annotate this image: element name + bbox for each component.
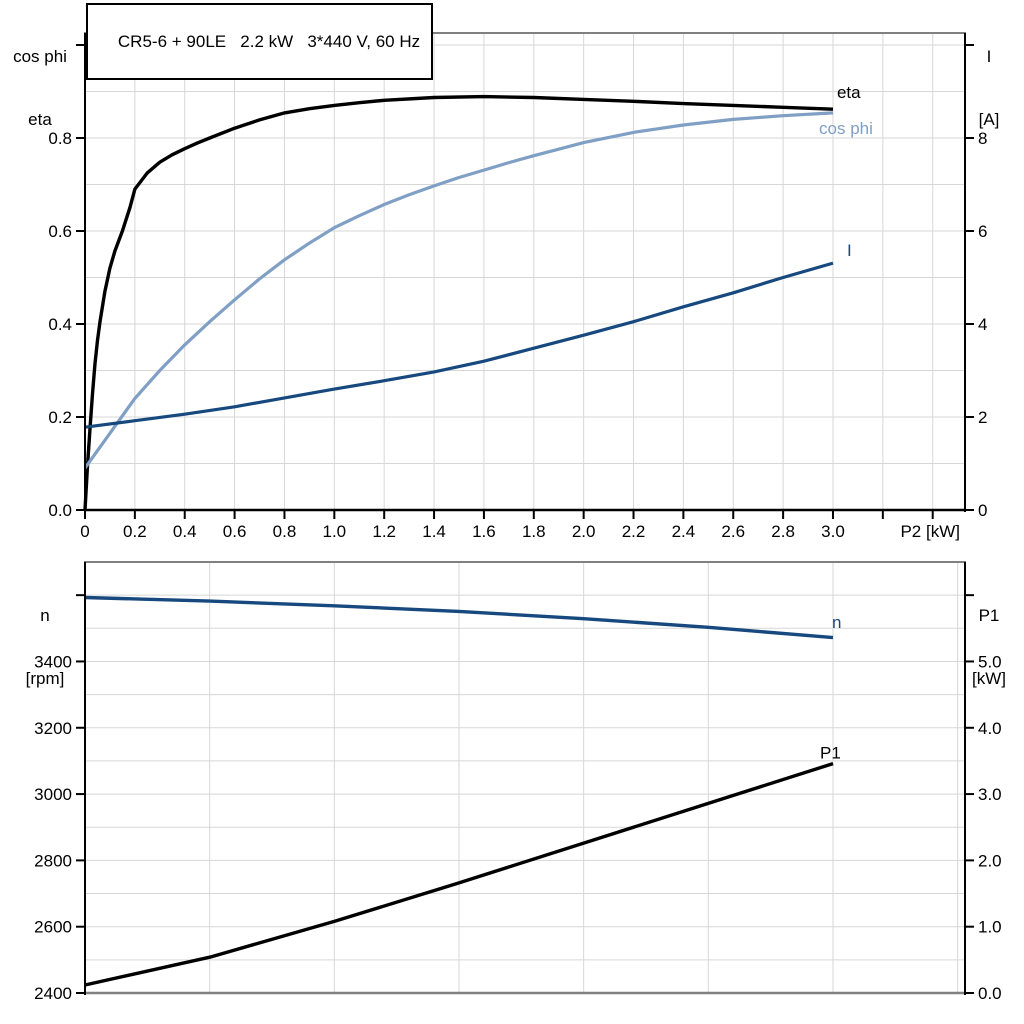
y-left-tick-label: 0.8	[48, 129, 72, 148]
y-right-tick-label: 8	[978, 129, 987, 148]
axis-title-p1-unit: [kW]	[972, 669, 1006, 688]
curve-eta	[83, 94, 834, 511]
x-tick-label: 1.8	[522, 522, 546, 541]
x-tick-label: 2.4	[672, 522, 696, 541]
chart-top: 0.0 0.2 0.4 0.6 0.8 0 2 4 6 8 0 0.2 0.4 0.6 0.8 1.0 1.2 1…	[48, 32, 987, 541]
y-left-tick-label: 2800	[34, 851, 72, 870]
y-left-tick-label: 3400	[34, 652, 72, 671]
bottom-left-axis-title: n [rpm]	[7, 563, 83, 731]
x-tick-label: 2.8	[771, 522, 795, 541]
y-left-tick-label: 2400	[34, 984, 72, 1003]
y-left-tick-label: 0.0	[48, 501, 72, 520]
top-left-axis-title: cos phi eta	[2, 4, 78, 172]
x-tick-label: 2.6	[721, 522, 745, 541]
x-tick-label: 0.8	[273, 522, 297, 541]
axis-title-current: I	[986, 47, 992, 66]
x-tick-label: 1.4	[422, 522, 446, 541]
axis-title-eta: eta	[28, 110, 52, 129]
x-axis-caption: P2 [kW]	[900, 522, 960, 541]
grid-group	[85, 33, 965, 510]
curve-label-I: I	[847, 241, 852, 260]
chart-bottom: 2400 2600 2800 3000 3200 3400 0.0 1.0 2.0 3.0 4.0 5…	[34, 561, 1002, 1003]
curve-label-eta: eta	[837, 83, 861, 102]
y-right-tick-label: 3.0	[978, 785, 1002, 804]
grid-group	[85, 562, 965, 993]
y-right-tick-label: 2	[978, 408, 987, 427]
curve-I	[84, 261, 834, 429]
y-right-tick-label: 6	[978, 222, 987, 241]
x-tick-label: 0.4	[173, 522, 197, 541]
curve-P1	[84, 761, 834, 987]
top-right-axis-title: I [A]	[951, 4, 1024, 172]
y-right-tick-label: 2.0	[978, 851, 1002, 870]
y-right-tick-label: 1.0	[978, 918, 1002, 937]
x-tick-label: 0	[80, 522, 89, 541]
curve-cos-phi	[83, 111, 834, 470]
curve-label-cos-phi: cos phi	[819, 119, 873, 138]
curve-label-P1: P1	[820, 743, 841, 762]
x-tick-label: 2.2	[622, 522, 646, 541]
x-tick-label: 1.2	[372, 522, 396, 541]
curve-n	[84, 595, 834, 640]
y-right-tick-label: 0	[978, 501, 987, 520]
x-tick-label: 1.0	[323, 522, 347, 541]
chart-title-box: CR5-6 + 90LE 2.2 kW 3*440 V, 60 Hz	[86, 3, 434, 80]
tick-marks	[76, 43, 974, 519]
y-left-tick-label: 3000	[34, 785, 72, 804]
x-tick-label: 0.6	[223, 522, 247, 541]
y-left-tick-label: 3200	[34, 719, 72, 738]
axis-title-speed: n	[40, 606, 50, 625]
axis-title-cos-phi: cos phi	[13, 47, 67, 66]
y-right-tick-label: 0.0	[978, 984, 1002, 1003]
bottom-right-axis-title: P1 [kW]	[951, 563, 1024, 731]
x-tick-label: 2.0	[572, 522, 596, 541]
x-tick-label: 1.6	[472, 522, 496, 541]
axis-title-current-unit: [A]	[978, 110, 1000, 129]
tick-labels: 0.0 0.2 0.4 0.6 0.8 0 2 4 6 8 0 0.2 0.4 0.6 0.8 1.0 1.2 1…	[48, 129, 987, 541]
x-tick-label: 0.2	[123, 522, 147, 541]
curve-label-n: n	[832, 613, 841, 632]
y-left-tick-label: 0.4	[48, 315, 72, 334]
y-right-tick-label: 4	[978, 315, 987, 334]
tick-marks	[76, 594, 974, 994]
y-left-tick-label: 0.6	[48, 222, 72, 241]
axis-title-p1: P1	[978, 606, 1000, 625]
y-right-tick-label: 4.0	[978, 719, 1002, 738]
chart-title: CR5-6 + 90LE 2.2 kW 3*440 V, 60 Hz	[117, 32, 421, 51]
y-left-tick-label: 2600	[34, 918, 72, 937]
y-right-tick-label: 5.0	[978, 652, 1002, 671]
axis-title-speed-unit: [rpm]	[25, 669, 65, 688]
y-left-tick-label: 0.2	[48, 408, 72, 427]
tick-labels: 2400 2600 2800 3000 3200 3400 0.0 1.0 2.0 3.0 4.0 5…	[34, 652, 1001, 1003]
x-tick-label: 3.0	[821, 522, 845, 541]
